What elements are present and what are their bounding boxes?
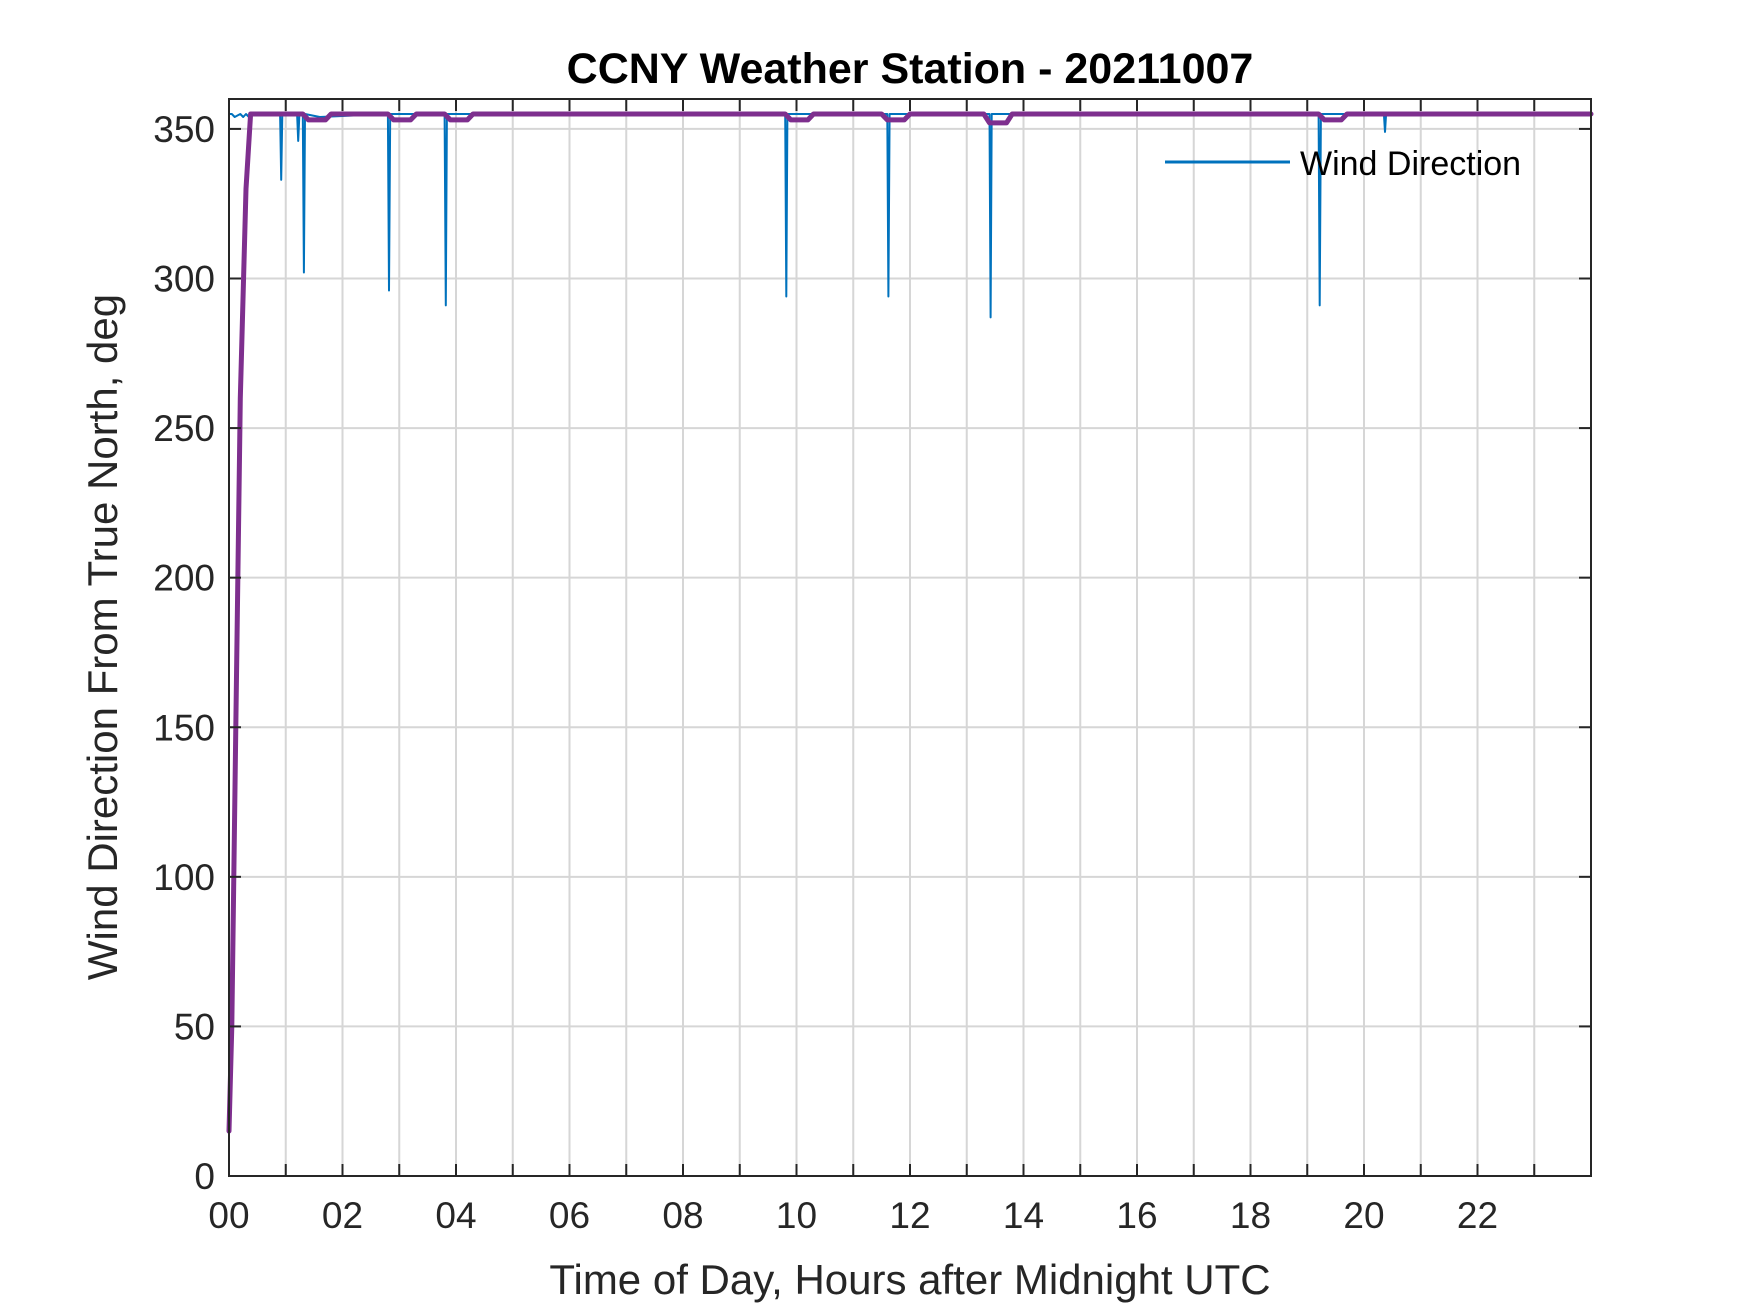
y-axis-label: Wind Direction From True North, deg xyxy=(79,294,126,980)
x-tick-label: 04 xyxy=(435,1195,476,1236)
chart-title: CCNY Weather Station - 20211007 xyxy=(567,45,1254,93)
x-tick-label: 06 xyxy=(549,1195,590,1236)
x-tick-label: 12 xyxy=(889,1195,930,1236)
y-tick-label: 100 xyxy=(153,857,215,898)
y-tick-label: 150 xyxy=(153,707,215,748)
grid xyxy=(229,99,1591,1176)
x-tick-label: 16 xyxy=(1116,1195,1157,1236)
ticks xyxy=(228,99,1591,1177)
smoothed-line xyxy=(226,111,1594,1134)
y-tick-label: 200 xyxy=(153,558,215,599)
x-tick-label: 02 xyxy=(322,1195,363,1236)
tick-labels: 00 02 04 06 08 10 12 14 16 18 20 22 0 50 100 150 200 250 3… xyxy=(153,109,1498,1236)
legend-label: Wind Direction xyxy=(1300,145,1521,183)
y-tick-label: 350 xyxy=(153,109,215,150)
x-tick-label: 20 xyxy=(1343,1195,1384,1236)
legend: Wind Direction xyxy=(1165,145,1521,183)
x-axis-label: Time of Day, Hours after Midnight UTC xyxy=(549,1256,1270,1303)
x-tick-label: 10 xyxy=(776,1195,817,1236)
series-layer xyxy=(226,111,1594,1134)
y-tick-label: 250 xyxy=(153,408,215,449)
y-tick-label: 0 xyxy=(194,1156,215,1197)
x-tick-label: 18 xyxy=(1230,1195,1271,1236)
x-tick-label: 22 xyxy=(1457,1195,1498,1236)
y-tick-label: 50 xyxy=(174,1006,215,1047)
x-tick-label: 00 xyxy=(208,1195,249,1236)
y-tick-label: 300 xyxy=(153,259,215,300)
x-tick-label: 14 xyxy=(1003,1195,1044,1236)
x-tick-label: 08 xyxy=(662,1195,703,1236)
